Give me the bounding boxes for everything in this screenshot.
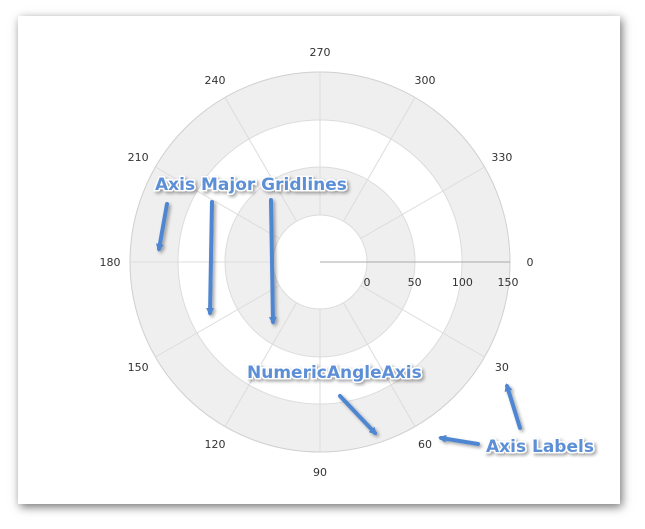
angle-label-90: 90 xyxy=(313,466,327,479)
arrow-axis-label-60 xyxy=(438,434,480,446)
radius-label-150: 150 xyxy=(498,276,519,289)
gridline-150 xyxy=(155,285,280,358)
gridline-210 xyxy=(155,166,280,239)
annotation-angle-axis: NumericAngleAxis xyxy=(247,363,422,383)
angle-label-0: 0 xyxy=(527,256,534,269)
angle-label-240: 240 xyxy=(205,74,226,87)
arrow-gridline-2 xyxy=(206,200,215,316)
angle-label-300: 300 xyxy=(415,74,436,87)
angle-label-210: 210 xyxy=(128,151,149,164)
angle-label-270: 270 xyxy=(310,46,331,59)
gridline-120 xyxy=(224,302,297,427)
radius-label-0: 0 xyxy=(364,276,371,289)
arrow-axis-label-30 xyxy=(504,383,522,430)
annotation-arrows xyxy=(155,198,522,446)
angle-label-30: 30 xyxy=(495,361,509,374)
angle-label-120: 120 xyxy=(205,438,226,451)
angle-label-330: 330 xyxy=(491,151,512,164)
axis-major-gridlines xyxy=(130,72,485,452)
gridline-300 xyxy=(343,97,416,222)
arrow-gridline-3 xyxy=(268,198,277,325)
gridline-60 xyxy=(343,302,416,427)
gridline-240 xyxy=(224,97,297,222)
angle-label-180: 180 xyxy=(100,256,121,269)
radius-label-50: 50 xyxy=(408,276,422,289)
arrow-angle-axis xyxy=(338,394,378,436)
radius-axis-labels: 0 50 100 150 xyxy=(364,276,519,289)
annotation-axis-labels: Axis Labels xyxy=(486,437,594,457)
angle-label-60: 60 xyxy=(418,438,432,451)
radius-label-100: 100 xyxy=(452,276,473,289)
gridline-330 xyxy=(360,166,485,239)
angle-label-150: 150 xyxy=(128,361,149,374)
arrow-gridline-1 xyxy=(155,202,169,252)
annotation-gridlines: Axis Major Gridlines xyxy=(155,175,347,195)
gridline-30 xyxy=(360,285,485,358)
angle-axis-labels: 0 30 60 90 120 150 180 210 240 270 300 330 xyxy=(100,46,534,479)
